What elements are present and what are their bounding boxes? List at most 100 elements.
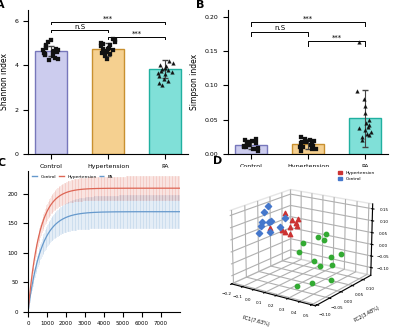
Point	[40, 48, 46, 53]
Bar	[149, 69, 181, 154]
Point	[361, 96, 367, 102]
Text: D: D	[214, 156, 223, 166]
Point	[104, 48, 110, 53]
Point	[102, 54, 108, 59]
Point	[356, 125, 362, 131]
Point	[164, 67, 171, 72]
Point	[158, 68, 164, 73]
Point	[246, 140, 252, 145]
Point	[308, 142, 315, 147]
Point	[308, 143, 314, 148]
Point	[161, 76, 167, 81]
Point	[43, 44, 49, 49]
Point	[156, 74, 162, 79]
Point	[157, 63, 163, 68]
Point	[54, 50, 60, 55]
Text: ***: ***	[303, 15, 313, 22]
Bar	[235, 145, 267, 154]
Y-axis label: Sobs index: Sobs index	[0, 224, 2, 258]
Point	[354, 88, 361, 93]
Text: ***: ***	[103, 15, 113, 21]
Text: ***: ***	[332, 35, 342, 41]
Point	[298, 148, 304, 154]
Point	[300, 145, 306, 150]
Point	[361, 128, 368, 133]
Point	[255, 148, 261, 154]
Point	[254, 147, 260, 152]
Y-axis label: Simpson index: Simpson index	[190, 54, 199, 110]
Point	[298, 140, 304, 146]
Point	[106, 43, 113, 48]
Point	[51, 48, 58, 53]
Point	[154, 71, 161, 76]
Text: n.S: n.S	[274, 25, 285, 31]
Point	[362, 110, 368, 115]
Point	[104, 56, 110, 61]
Y-axis label: PC2(3.48%): PC2(3.48%)	[353, 305, 380, 323]
Point	[162, 72, 168, 77]
Y-axis label: Shannon index: Shannon index	[0, 53, 9, 111]
Bar	[292, 144, 324, 154]
Text: A: A	[0, 0, 5, 10]
Text: n.S: n.S	[74, 24, 85, 30]
Point	[298, 134, 304, 140]
Point	[55, 56, 61, 61]
Point	[249, 146, 256, 151]
Point	[46, 57, 52, 62]
Point	[106, 45, 113, 50]
Point	[98, 44, 104, 49]
Point	[112, 37, 119, 42]
Point	[310, 138, 317, 144]
Point	[359, 134, 366, 140]
Text: C: C	[0, 158, 6, 168]
Point	[254, 145, 261, 151]
Point	[169, 60, 176, 66]
Point	[45, 39, 51, 45]
Point	[98, 41, 104, 46]
Point	[243, 144, 249, 149]
Point	[53, 46, 60, 51]
Point	[356, 39, 362, 45]
Point	[103, 49, 109, 54]
Text: B: B	[196, 0, 204, 10]
Point	[42, 51, 49, 57]
Point	[106, 51, 113, 57]
Point	[299, 139, 305, 144]
Point	[112, 39, 118, 45]
X-axis label: PC1(7.63%): PC1(7.63%)	[242, 316, 270, 328]
Point	[105, 46, 112, 51]
Point	[109, 48, 116, 53]
Point	[41, 51, 47, 56]
Point	[297, 144, 303, 149]
Point	[43, 43, 49, 48]
Point	[162, 65, 168, 70]
Point	[42, 53, 49, 58]
Point	[244, 141, 250, 147]
Point	[55, 47, 62, 52]
Bar	[349, 118, 381, 154]
Point	[43, 45, 50, 50]
Point	[248, 138, 255, 144]
Point	[240, 143, 247, 149]
Point	[366, 123, 372, 128]
Point	[302, 140, 309, 145]
Point	[165, 78, 171, 84]
Point	[366, 132, 372, 137]
Point	[252, 136, 259, 142]
Bar	[92, 49, 124, 154]
Point	[162, 64, 169, 69]
Point	[363, 121, 369, 126]
Point	[156, 80, 162, 86]
Point	[368, 130, 374, 135]
Point	[52, 55, 58, 60]
Point	[100, 42, 106, 47]
Point	[302, 136, 308, 142]
Point	[364, 131, 370, 136]
Point	[166, 58, 173, 64]
Point	[242, 138, 248, 143]
Point	[246, 142, 252, 147]
Point	[312, 147, 319, 152]
Point	[366, 117, 372, 122]
Point	[365, 124, 372, 129]
Point	[244, 139, 251, 144]
